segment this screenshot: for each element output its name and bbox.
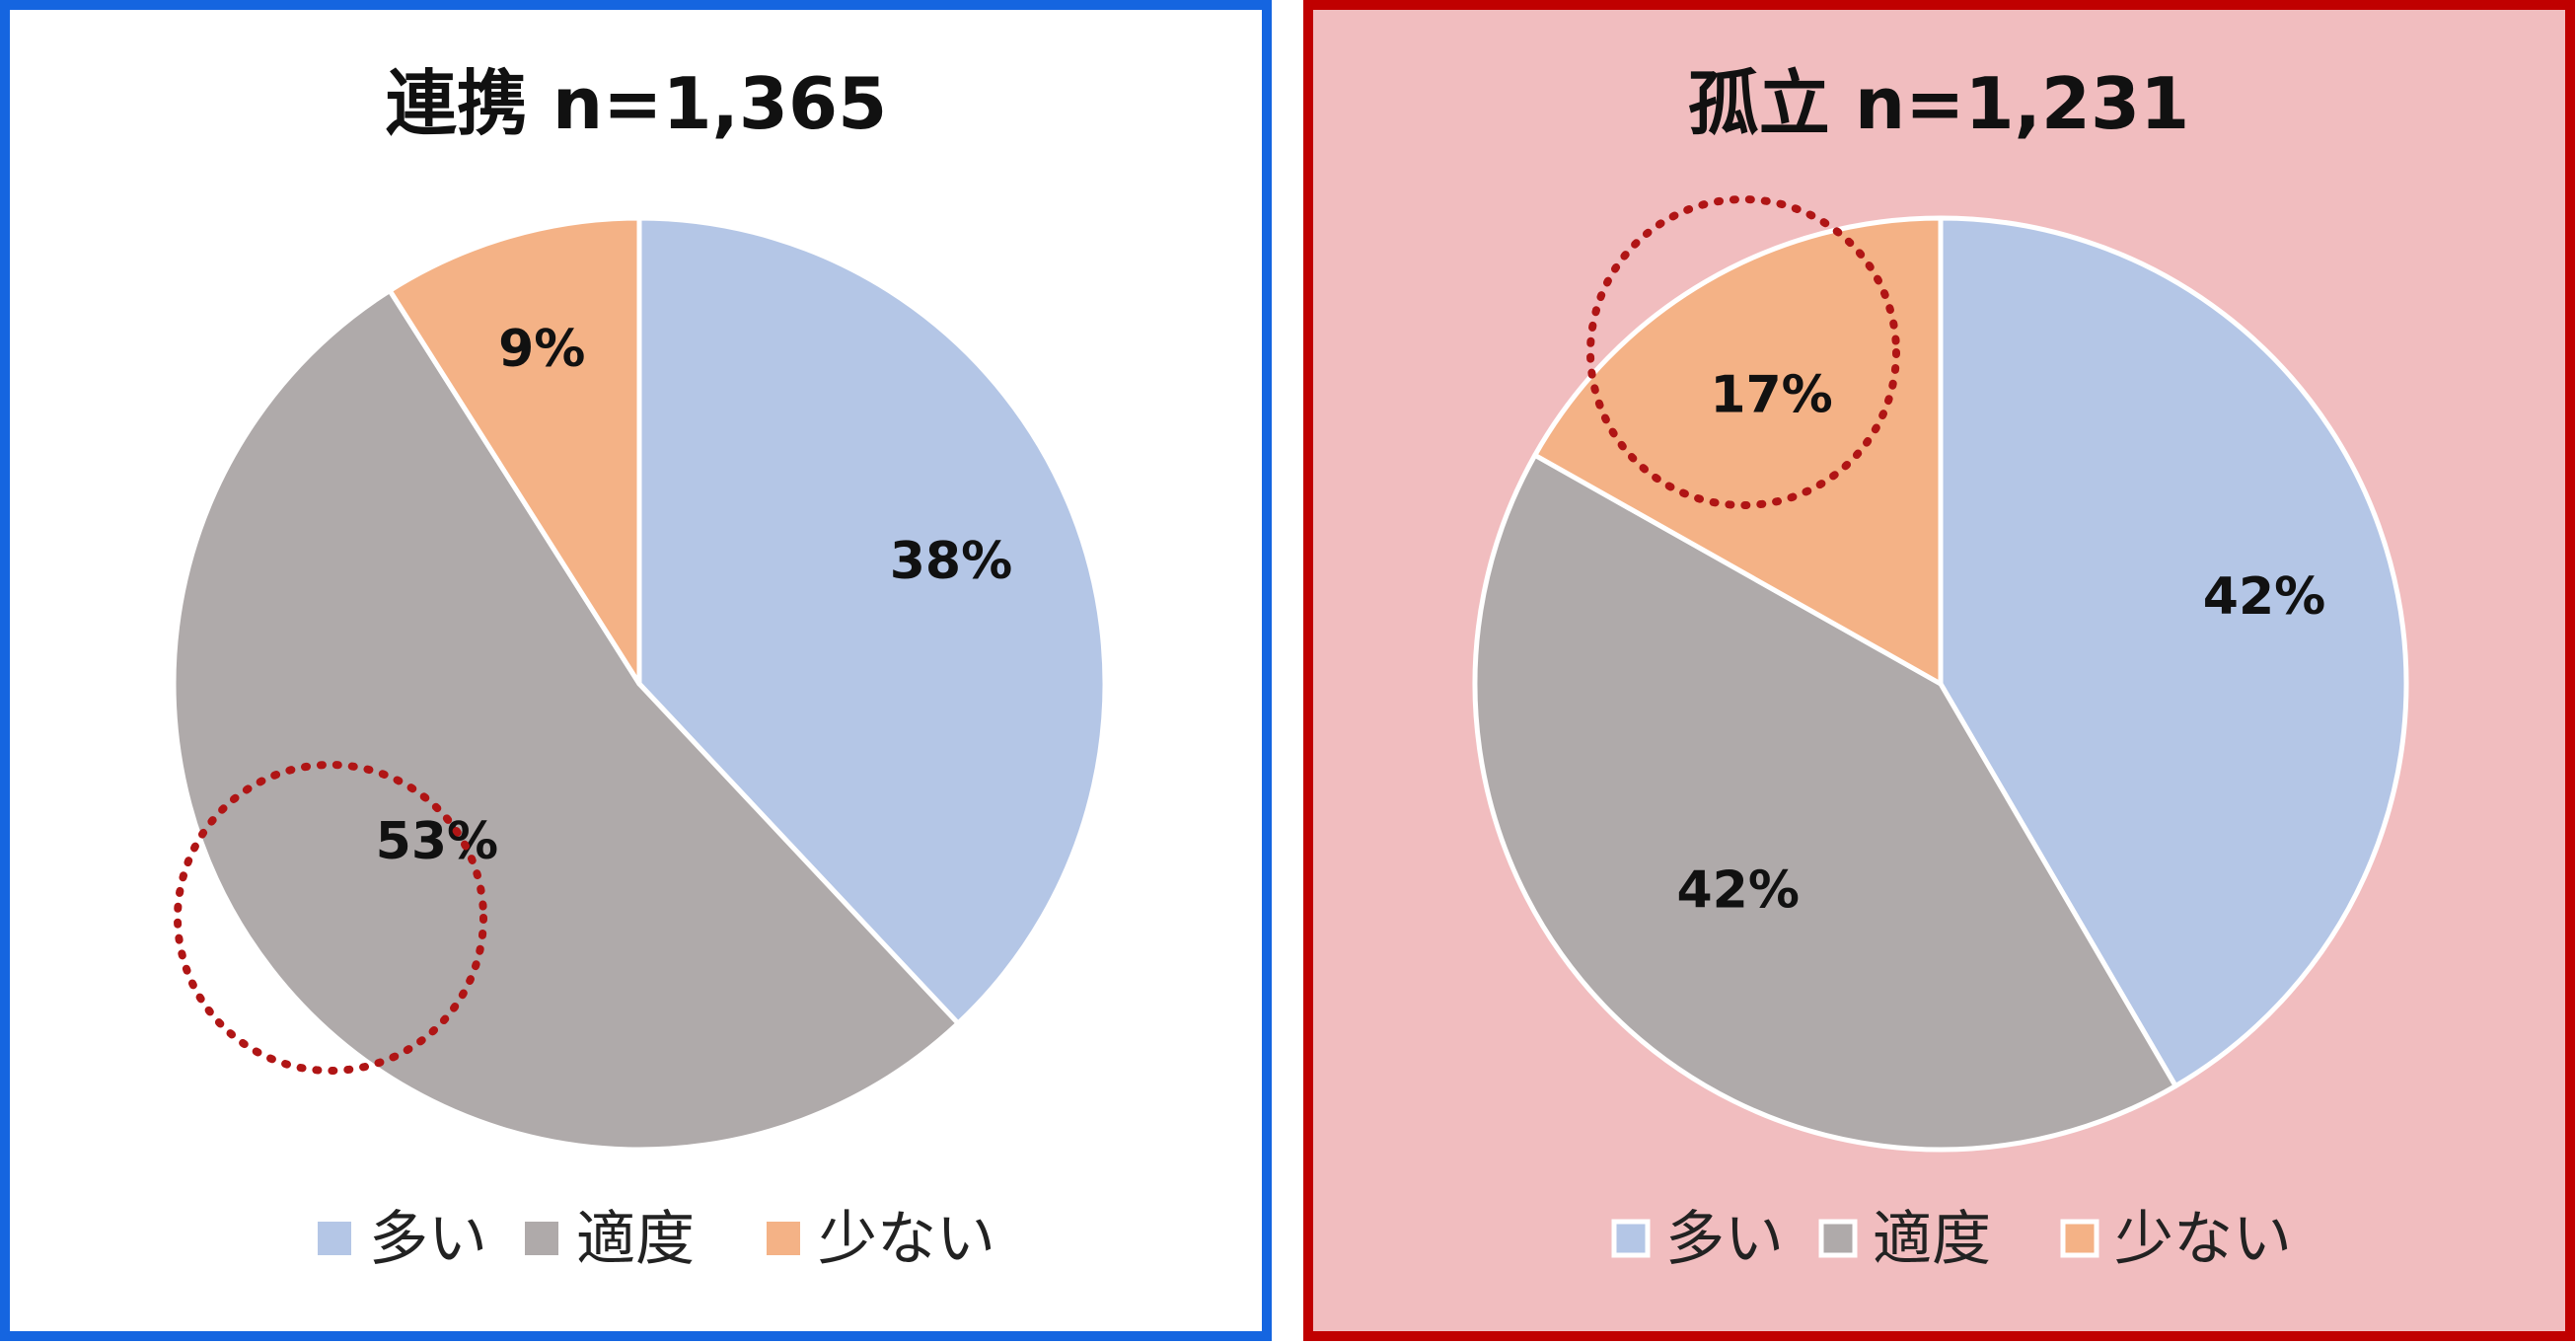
data-label-moderate: 53% — [376, 812, 498, 871]
legend-swatch-moderate — [1818, 1219, 1858, 1258]
highlight-ring — [174, 761, 487, 1075]
legend-label-moderate: 適度 — [1873, 1205, 1991, 1274]
legend-label-few: 少ない — [2114, 1205, 2292, 1274]
pie-slice-many — [1938, 215, 2409, 1089]
pie-slice-moderate — [171, 287, 961, 1153]
pie-slices — [171, 215, 1108, 1153]
data-label-many: 42% — [2203, 567, 2325, 627]
highlight-ring — [1586, 195, 1900, 509]
pie-slice-few — [387, 215, 642, 687]
legend-swatch-few — [767, 1222, 800, 1255]
data-label-moderate: 42% — [1676, 861, 1799, 921]
chart-title: 連携 n=1,365 — [386, 62, 887, 145]
pie-slices — [1472, 215, 2409, 1153]
legend: 多い 適度 少ない — [318, 1205, 995, 1274]
legend-swatch-many — [1611, 1219, 1651, 1258]
data-label-few: 17% — [1710, 366, 1832, 425]
pie-slice-many — [636, 215, 1108, 1026]
legend-label-many: 多い — [1665, 1205, 1784, 1274]
legend-swatch-many — [318, 1222, 351, 1255]
legend: 多い 適度 少ない — [1611, 1205, 2292, 1274]
legend-label-many: 多い — [369, 1205, 487, 1274]
pie-data-labels: 38% 53% 9% — [174, 320, 1012, 1075]
pie-data-labels: 42% 42% 17% — [1586, 195, 2325, 921]
panel-renkei: 連携 n=1,365 38% 53% 9% 多い 適度 少ない — [0, 0, 1272, 1341]
data-label-many: 38% — [890, 532, 1012, 591]
pie-slice-moderate — [1472, 452, 2178, 1153]
pie-slice-few — [1532, 215, 1944, 687]
legend-label-few: 少ない — [818, 1205, 995, 1274]
chart-title: 孤立 n=1,231 — [1688, 62, 2189, 145]
legend-label-moderate: 適度 — [576, 1205, 695, 1274]
legend-swatch-moderate — [525, 1222, 558, 1255]
panel-koritsu: 孤立 n=1,231 42% 42% 17% 多い 適度 少ない — [1303, 0, 2575, 1341]
legend-swatch-few — [2060, 1219, 2099, 1258]
data-label-few: 9% — [498, 320, 585, 379]
